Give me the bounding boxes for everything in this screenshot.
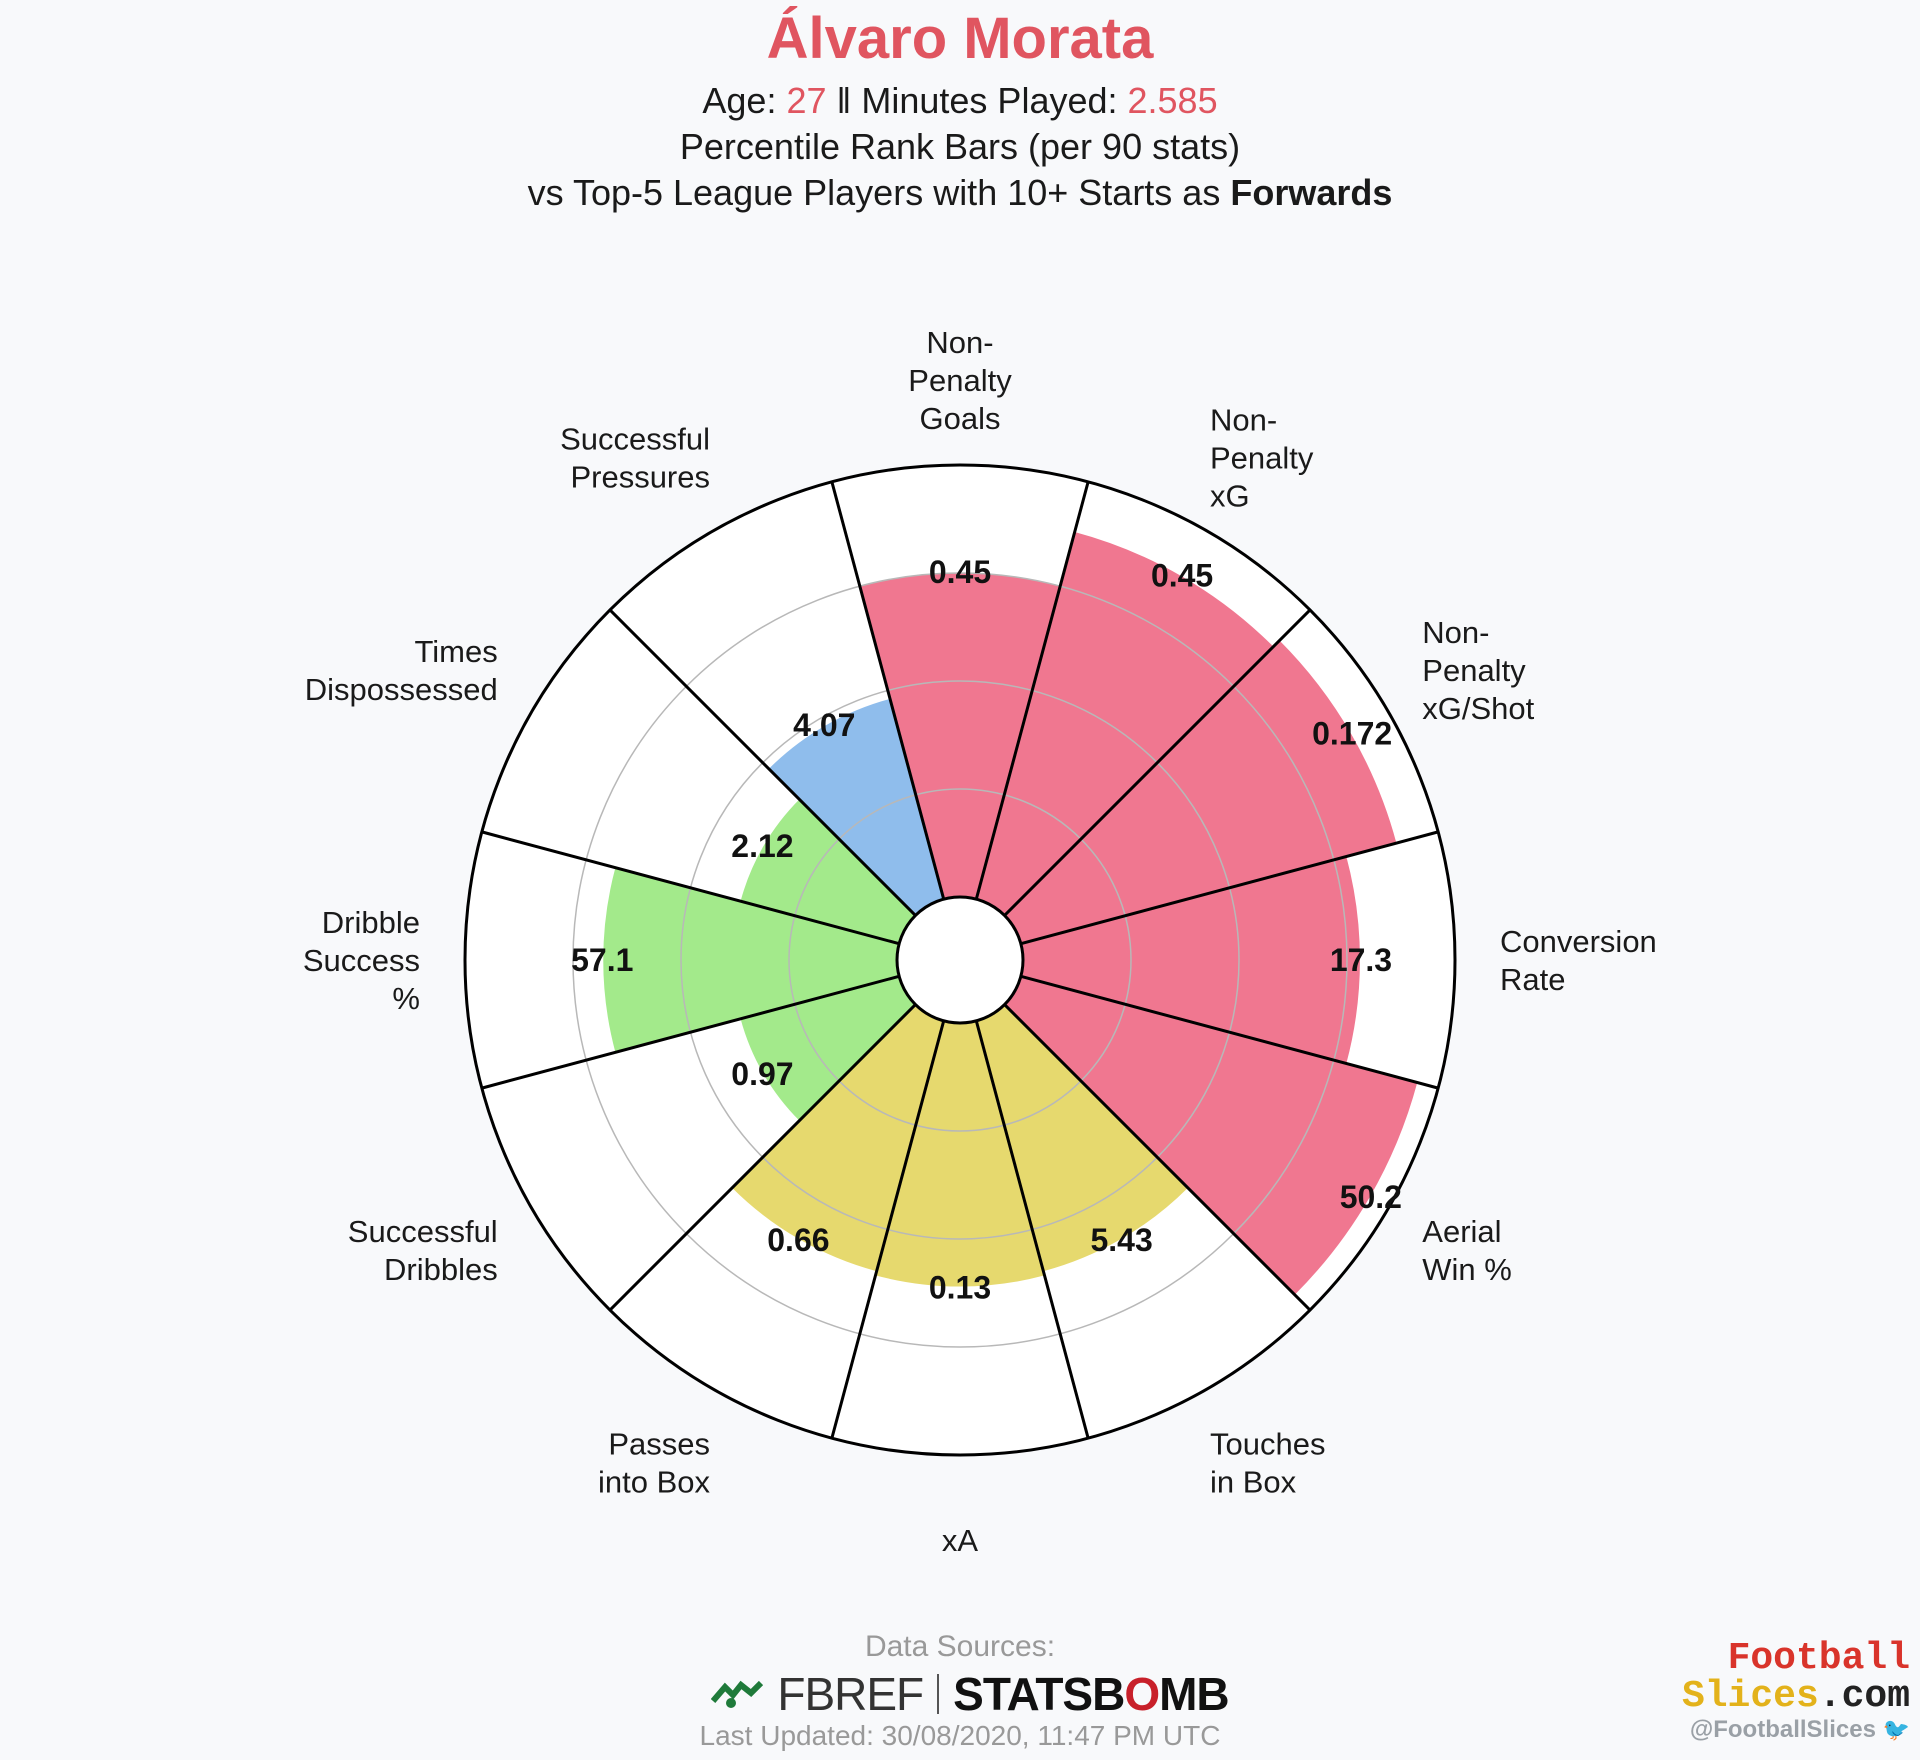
category-label: Aerial Win % (1422, 1214, 1512, 1287)
gridline-ring (788, 788, 1132, 1132)
value-label: 5.43 (1090, 1222, 1152, 1258)
bar-wedge (768, 698, 944, 916)
spoke-line (974, 481, 1090, 900)
fbref-logo-icon (711, 1679, 764, 1709)
bar-wedge (740, 976, 916, 1121)
gridline-ring (572, 572, 1348, 1348)
gridline-ring (680, 680, 1240, 1240)
radar-center (895, 895, 1025, 1025)
value-label: 0.172 (1312, 716, 1392, 752)
minutes-label: Minutes Played: (861, 80, 1128, 121)
category-label: Touches in Box (1210, 1426, 1325, 1499)
bar-wedge (1020, 856, 1360, 1064)
logo-divider (937, 1674, 940, 1714)
value-label: 0.45 (929, 554, 991, 590)
player-name: Álvaro Morata (766, 6, 1154, 71)
category-label: Times Dispossessed (305, 634, 498, 707)
category-label: Passes into Box (598, 1426, 711, 1499)
last-updated: Last Updated: 30/08/2020, 11:47 PM UTC (699, 1720, 1221, 1751)
spoke-line (830, 481, 946, 900)
bar-wedge (740, 799, 916, 944)
spoke-line (481, 974, 900, 1090)
value-label: 0.97 (731, 1056, 793, 1092)
chart-subtitle: Percentile Rank Bars (per 90 stats) (679, 126, 1241, 167)
comparison-line: vs Top-5 League Players with 10+ Starts … (0, 170, 1920, 216)
source-logos: FBREF STATSBOMB (690, 1668, 1250, 1720)
bar-wedge (875, 1020, 1045, 1287)
category-label: xA (942, 1523, 979, 1558)
category-label: Successful Dribbles (348, 1214, 498, 1287)
comparison-prefix: vs Top-5 League Players with 10+ Starts … (527, 172, 1231, 213)
category-label: Conversion Rate (1500, 924, 1657, 997)
bar-wedge (859, 573, 1061, 900)
category-label: Non-Penalty Goals (908, 325, 1012, 436)
twitter-bird-icon: 🐦 (1882, 1717, 1910, 1742)
category-label: Non-Penalty xG (1210, 403, 1314, 514)
data-sources-label: Data Sources: (864, 1630, 1056, 1663)
spoke-line (608, 1003, 917, 1312)
age-label: Age: (702, 80, 787, 121)
value-label: 4.07 (793, 707, 855, 743)
spoke-line (1003, 608, 1312, 917)
value-label: 0.45 (1151, 557, 1213, 593)
value-label: 17.3 (1330, 942, 1392, 978)
statsbomb-logo: STATSBOMB (953, 1668, 1229, 1720)
meta-separator: ‖ (826, 80, 862, 121)
spoke-line (608, 608, 917, 917)
bar-wedge (976, 1004, 1188, 1272)
value-label: 0.13 (929, 1270, 991, 1306)
value-label: 57.1 (571, 942, 633, 978)
category-label: Non-Penalty xG/Shot (1422, 615, 1534, 726)
value-label: 50.2 (1340, 1179, 1402, 1215)
minutes-value: 2.585 (1127, 80, 1218, 121)
player-meta: Age: 27 ‖ Minutes Played: 2.585 (0, 78, 1920, 124)
spoke-line (481, 830, 900, 946)
fbref-logo: FBREF (777, 1668, 924, 1720)
spoke-line (974, 1020, 1090, 1439)
age-value: 27 (786, 80, 827, 121)
category-label: Dribble Success% (303, 905, 420, 1016)
statsbomb-bomb-icon: O (1124, 1668, 1160, 1720)
spoke-line (1020, 974, 1439, 1090)
value-label: 0.66 (767, 1222, 829, 1258)
bar-wedge (732, 1004, 944, 1272)
spoke-line (1003, 1003, 1312, 1312)
spoke-line (830, 1020, 946, 1439)
comparison-position: Forwards (1230, 172, 1393, 213)
bar-wedge (603, 867, 900, 1053)
radar-outer-ring (463, 463, 1457, 1457)
category-label: Successful Pressures (560, 422, 710, 495)
bar-wedge (976, 531, 1274, 916)
spoke-line (1020, 830, 1439, 946)
value-label: 2.12 (731, 828, 793, 864)
twitter-handle: @FootballSlices 🐦 (1689, 1716, 1910, 1743)
footballslices-logo: Football Slices.com (1681, 1637, 1910, 1718)
